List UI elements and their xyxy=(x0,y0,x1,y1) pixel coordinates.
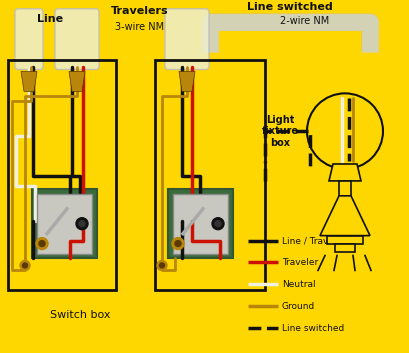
Text: Switch box: Switch box xyxy=(50,310,110,320)
Circle shape xyxy=(39,241,45,246)
Circle shape xyxy=(76,218,88,230)
Bar xyxy=(32,189,97,258)
Bar xyxy=(339,181,351,196)
Bar xyxy=(155,60,265,290)
Bar xyxy=(327,235,363,244)
Text: Ground: Ground xyxy=(282,302,315,311)
Polygon shape xyxy=(179,71,195,91)
FancyBboxPatch shape xyxy=(15,9,43,70)
Circle shape xyxy=(36,238,48,250)
Polygon shape xyxy=(21,71,37,91)
Circle shape xyxy=(79,221,85,227)
Bar xyxy=(37,194,92,253)
Bar xyxy=(8,60,116,290)
Circle shape xyxy=(212,218,224,230)
Bar xyxy=(335,244,355,252)
FancyBboxPatch shape xyxy=(165,9,209,70)
Bar xyxy=(173,194,228,253)
Circle shape xyxy=(22,263,27,268)
Text: Line switched: Line switched xyxy=(247,2,333,12)
Circle shape xyxy=(307,93,383,169)
Circle shape xyxy=(215,221,221,227)
Text: Line switched: Line switched xyxy=(282,324,344,333)
Polygon shape xyxy=(329,164,361,181)
Text: Line: Line xyxy=(37,14,63,24)
Bar xyxy=(168,189,233,258)
Text: Traveler: Traveler xyxy=(282,258,318,267)
Text: Light
fixture
box: Light fixture box xyxy=(261,115,299,148)
Polygon shape xyxy=(69,71,85,91)
Text: Line / Traveler: Line / Traveler xyxy=(282,236,346,245)
Text: Travelers: Travelers xyxy=(111,6,169,16)
Text: 2-wire NM: 2-wire NM xyxy=(281,16,330,26)
Circle shape xyxy=(157,261,167,270)
Circle shape xyxy=(172,238,184,250)
Polygon shape xyxy=(320,196,370,235)
Text: 3-wire NM: 3-wire NM xyxy=(115,22,164,32)
Text: Neutral: Neutral xyxy=(282,280,316,289)
FancyBboxPatch shape xyxy=(55,9,99,70)
Circle shape xyxy=(160,263,164,268)
Circle shape xyxy=(175,241,181,246)
Circle shape xyxy=(20,261,30,270)
